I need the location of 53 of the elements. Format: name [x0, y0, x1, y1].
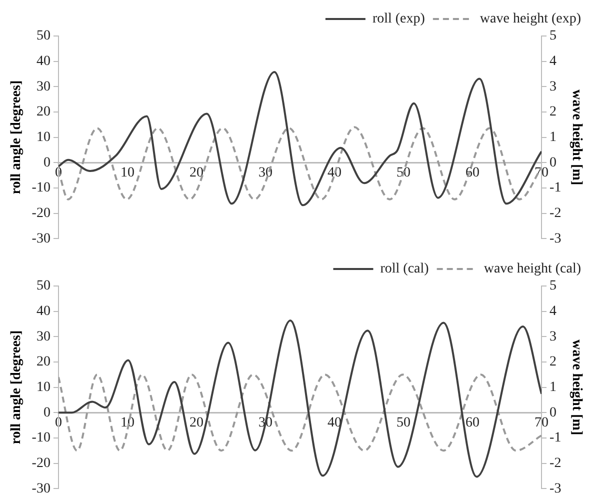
x-tick-label: 60: [466, 166, 480, 181]
legend-label: wave height (cal): [484, 262, 582, 277]
y-tick-label: 0: [43, 155, 50, 170]
y-tick-label: 20: [36, 104, 50, 120]
y2-tick-label: 3: [550, 79, 557, 94]
y-tick-label: 30: [36, 79, 50, 94]
y-tick-label: 20: [36, 354, 50, 370]
y2-tick-label: 5: [550, 278, 557, 294]
y2-tick-label: -3: [550, 231, 562, 246]
x-tick-label: 50: [396, 416, 411, 431]
y-tick-label: 50: [36, 278, 50, 294]
y2-tick-label: 5: [550, 28, 557, 44]
legend-label: wave height (exp): [480, 12, 582, 27]
y-tick-label: 10: [36, 380, 50, 395]
y2-tick-label: 4: [550, 304, 557, 319]
y-tick-label: -30: [32, 481, 50, 496]
y2-axis-title: wave height [m]: [568, 89, 584, 186]
y-tick-label: 0: [43, 405, 50, 420]
y2-tick-label: 1: [550, 380, 557, 395]
y2-tick-label: 2: [550, 354, 557, 370]
y2-tick-label: 2: [550, 104, 557, 120]
y2-tick-label: -1: [550, 430, 562, 446]
x-tick-label: 60: [466, 416, 480, 431]
y-tick-label: -10: [32, 180, 50, 196]
y-tick-label: 30: [36, 329, 50, 344]
y2-tick-label: 3: [550, 329, 557, 344]
y2-tick-label: 0: [550, 155, 557, 170]
y2-tick-label: -2: [550, 456, 562, 471]
y-tick-label: 40: [36, 304, 50, 319]
x-tick-label: 30: [258, 166, 272, 181]
y-tick-label: -20: [32, 456, 50, 471]
x-tick-label: 70: [534, 416, 549, 431]
x-tick-label: 0: [54, 416, 62, 431]
y2-tick-label: 1: [550, 130, 557, 145]
y2-tick-label: -3: [550, 481, 562, 496]
y-tick-label: -30: [32, 231, 50, 246]
legend-label: roll (exp): [372, 12, 426, 27]
y-axis-title: roll angle [degrees]: [9, 330, 24, 444]
x-tick-label: 20: [189, 166, 204, 181]
y-tick-label: -10: [32, 430, 50, 446]
y2-axis-title: wave height [m]: [568, 339, 584, 436]
y-tick-label: 10: [36, 130, 50, 145]
y2-tick-label: -2: [550, 206, 562, 221]
y2-tick-label: -1: [550, 180, 562, 196]
legend-label: roll (cal): [380, 262, 430, 277]
y-tick-label: -20: [32, 206, 50, 221]
x-tick-label: 10: [120, 166, 134, 181]
y-axis-title: roll angle [degrees]: [9, 80, 24, 194]
y-tick-label: 40: [36, 54, 50, 69]
x-tick-label: 20: [189, 416, 204, 431]
y-tick-label: 50: [36, 28, 50, 44]
y2-tick-label: 0: [550, 405, 557, 420]
y2-tick-label: 4: [550, 54, 557, 69]
